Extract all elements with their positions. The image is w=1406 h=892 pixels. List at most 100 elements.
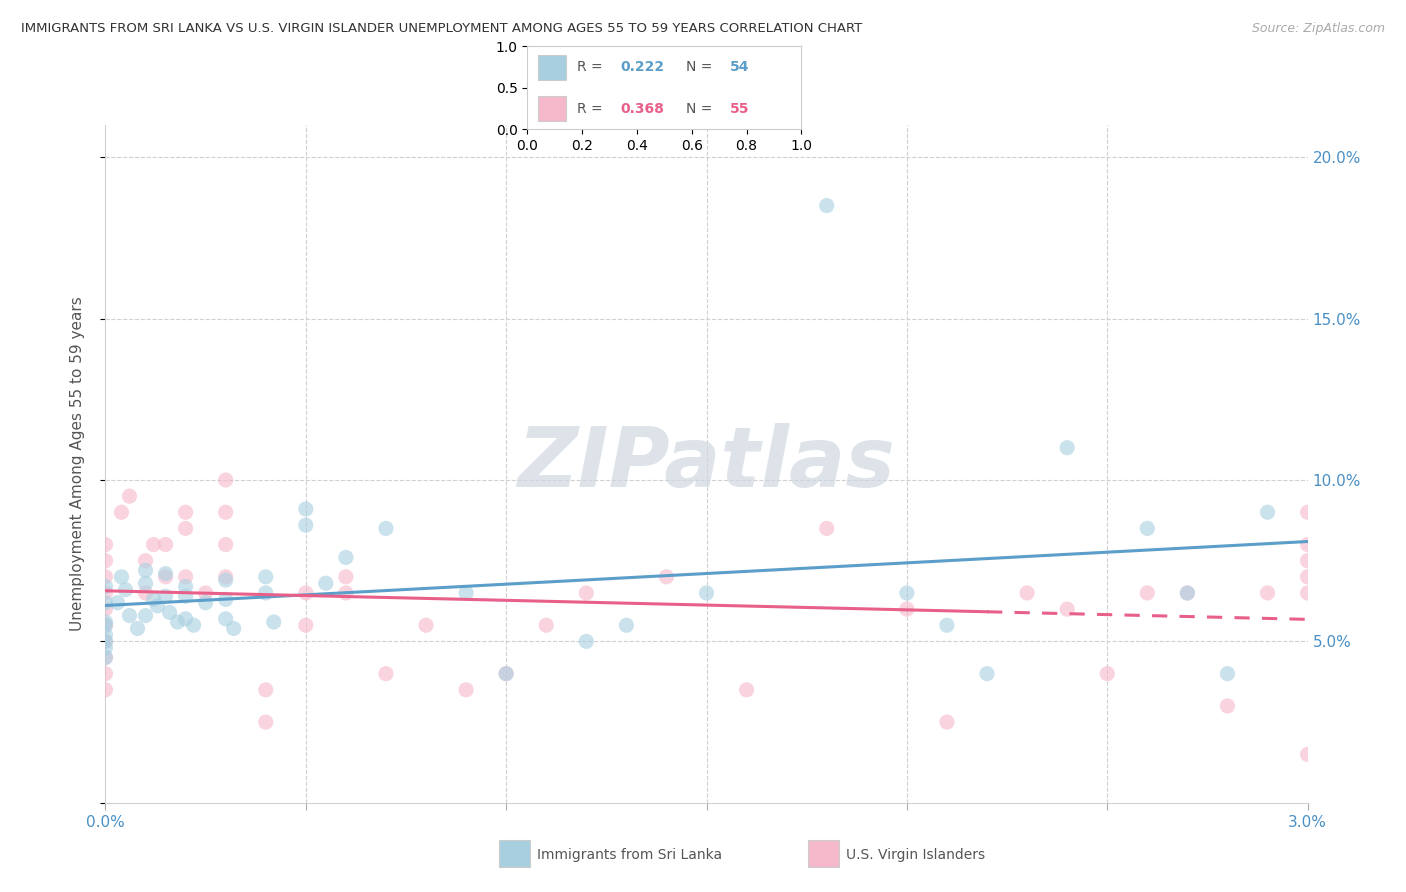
Point	[214, 573, 236, 587]
Point	[1216, 698, 1239, 713]
Point	[174, 612, 197, 626]
Bar	[538, 54, 565, 79]
Point	[254, 570, 277, 584]
Point	[534, 618, 557, 632]
Point	[315, 576, 337, 591]
Point	[374, 521, 398, 535]
Point	[94, 650, 117, 665]
Point	[94, 580, 117, 594]
Point	[94, 615, 117, 629]
Point	[575, 634, 598, 648]
Text: IMMIGRANTS FROM SRI LANKA VS U.S. VIRGIN ISLANDER UNEMPLOYMENT AMONG AGES 55 TO : IMMIGRANTS FROM SRI LANKA VS U.S. VIRGIN…	[21, 22, 862, 36]
Point	[214, 570, 236, 584]
Point	[155, 589, 177, 603]
Point	[142, 537, 165, 551]
Text: N =: N =	[686, 102, 713, 116]
Point	[222, 622, 245, 636]
Point	[815, 198, 838, 212]
Point	[94, 537, 117, 551]
Text: R =: R =	[576, 60, 602, 74]
Point	[146, 599, 169, 613]
Point	[214, 592, 236, 607]
Point	[94, 634, 117, 648]
Point	[936, 618, 959, 632]
Point	[214, 473, 236, 487]
Point	[1056, 602, 1078, 616]
Point	[159, 605, 181, 619]
Point	[295, 518, 318, 533]
Text: 54: 54	[730, 60, 749, 74]
Point	[166, 615, 188, 629]
Point	[114, 582, 136, 597]
Y-axis label: Unemployment Among Ages 55 to 59 years: Unemployment Among Ages 55 to 59 years	[70, 296, 84, 632]
Point	[254, 586, 277, 600]
Point	[174, 521, 197, 535]
Point	[1296, 554, 1319, 568]
Point	[1296, 505, 1319, 519]
Point	[135, 576, 157, 591]
Point	[110, 505, 132, 519]
Text: U.S. Virgin Islanders: U.S. Virgin Islanders	[846, 847, 986, 862]
Point	[575, 586, 598, 600]
Point	[135, 554, 157, 568]
Point	[118, 489, 141, 503]
Point	[155, 537, 177, 551]
Point	[183, 618, 205, 632]
Point	[94, 618, 117, 632]
Point	[194, 596, 217, 610]
Point	[1216, 666, 1239, 681]
Point	[155, 566, 177, 581]
Point	[735, 682, 758, 697]
Point	[1175, 586, 1198, 600]
Point	[1017, 586, 1039, 600]
Point	[214, 612, 236, 626]
Point	[94, 628, 117, 642]
Point	[135, 608, 157, 623]
Point	[335, 586, 357, 600]
Point	[1136, 586, 1159, 600]
Point	[976, 666, 998, 681]
Point	[110, 570, 132, 584]
Text: Immigrants from Sri Lanka: Immigrants from Sri Lanka	[537, 847, 723, 862]
Text: Source: ZipAtlas.com: Source: ZipAtlas.com	[1251, 22, 1385, 36]
Point	[263, 615, 285, 629]
Point	[1296, 570, 1319, 584]
Point	[174, 580, 197, 594]
Point	[155, 570, 177, 584]
Point	[194, 586, 217, 600]
Point	[174, 589, 197, 603]
Point	[1136, 521, 1159, 535]
Text: R =: R =	[576, 102, 602, 116]
Point	[1056, 441, 1078, 455]
Text: N =: N =	[686, 60, 713, 74]
Point	[454, 682, 477, 697]
Text: 55: 55	[730, 102, 749, 116]
Point	[415, 618, 437, 632]
Point	[1257, 505, 1279, 519]
Point	[254, 682, 277, 697]
Point	[1296, 747, 1319, 762]
Point	[1097, 666, 1119, 681]
Point	[295, 502, 318, 516]
Point	[616, 618, 638, 632]
Point	[1296, 537, 1319, 551]
Point	[254, 715, 277, 730]
Point	[896, 602, 918, 616]
Point	[94, 618, 117, 632]
Point	[94, 666, 117, 681]
Point	[127, 622, 149, 636]
Point	[295, 586, 318, 600]
Text: ZIPatlas: ZIPatlas	[517, 424, 896, 504]
Point	[495, 666, 517, 681]
Point	[94, 634, 117, 648]
Point	[94, 596, 117, 610]
Point	[815, 521, 838, 535]
Point	[214, 537, 236, 551]
Point	[655, 570, 678, 584]
Point	[174, 570, 197, 584]
Point	[135, 563, 157, 577]
Point	[118, 608, 141, 623]
Bar	[538, 96, 565, 121]
Point	[495, 666, 517, 681]
Point	[1296, 586, 1319, 600]
